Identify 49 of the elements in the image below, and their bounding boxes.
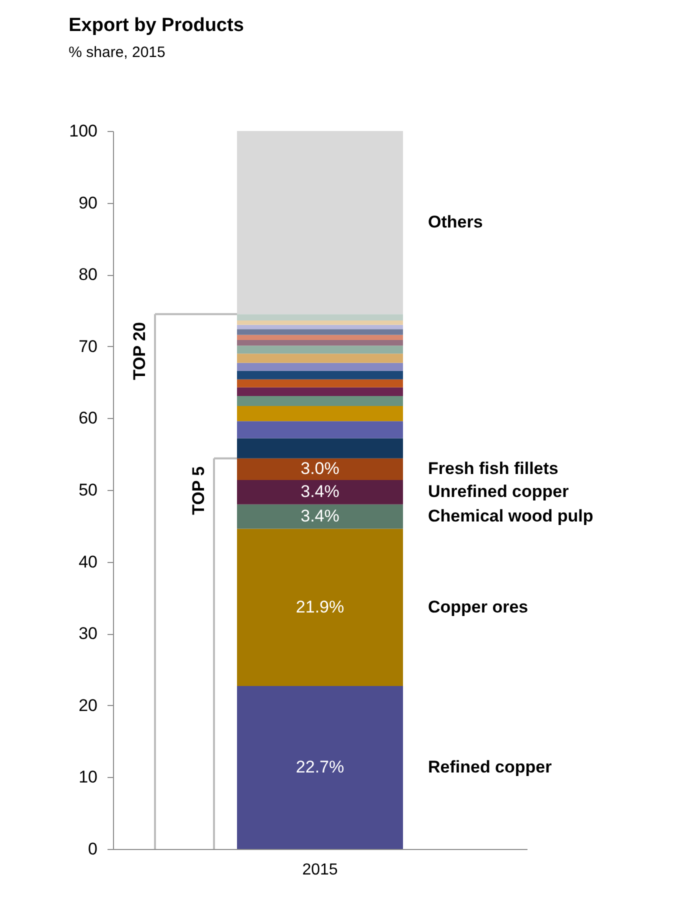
y-tick-label: 30 [78,624,98,644]
y-tick-label: 10 [78,768,98,787]
series-label: Unrefined copper [428,482,570,502]
y-tick-label: 100 [69,122,98,140]
data-label: 3.0% [300,459,340,478]
bar [237,480,403,504]
bar [237,396,403,406]
y-tick-label: 80 [78,265,98,284]
bar [237,370,403,380]
data-label: 21.9% [296,597,344,616]
series-label: Fresh fish fillets [428,459,558,478]
bar [237,354,403,363]
data-label: 3.4% [300,506,340,526]
chart-title: Export by Products [68,15,244,36]
bar [237,379,403,388]
bar [237,458,403,480]
y-tick-label: 0 [88,840,98,858]
bar [237,346,403,354]
bar [237,528,403,686]
y-tick-label: 50 [78,480,98,500]
y-tick-label: 20 [78,696,98,715]
bar [237,340,403,346]
data-label: 3.4% [300,482,340,502]
bar [237,686,403,849]
bar [237,421,403,438]
bar [237,131,403,314]
series-label: Copper ores [428,597,528,616]
bar [237,324,403,330]
bar [237,329,403,335]
bar [237,334,403,340]
annotation: TOP 5 [189,466,208,515]
y-tick-label: 40 [78,552,98,572]
data-label: 22.7% [296,758,344,777]
y-tick-label: 70 [78,336,98,356]
series-label: Refined copper [428,758,552,777]
y-tick-label: 90 [78,193,98,212]
y-tick-label: 60 [78,408,98,428]
bar [237,314,403,321]
chart-subtitle: % share, 2015 [68,44,166,61]
bar [237,504,403,529]
bar [237,406,403,422]
series-label: Others [428,212,483,232]
bar [237,438,403,458]
series-label: Chemical wood pulp [428,506,594,526]
bar [237,362,403,371]
annotation: TOP 20 [130,322,149,380]
bar [237,320,403,325]
x-tick-label: 2015 [302,862,338,878]
bar [237,387,403,396]
